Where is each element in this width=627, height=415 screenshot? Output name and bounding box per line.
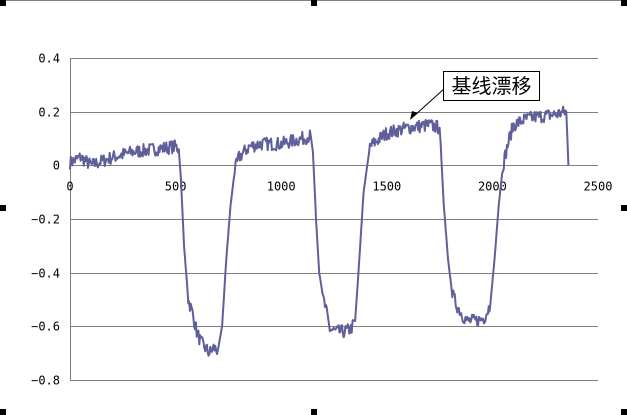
svg-text:2500: 2500 (584, 179, 613, 193)
selection-handle-top-right[interactable] (621, 0, 627, 6)
svg-text:−0.6: −0.6 (31, 320, 60, 334)
selection-handle-top-center[interactable] (311, 0, 317, 6)
selection-handle-middle-right[interactable] (621, 205, 627, 211)
svg-text:2000: 2000 (478, 179, 507, 193)
svg-text:−0.4: −0.4 (31, 267, 60, 281)
svg-text:500: 500 (165, 179, 187, 193)
annotation-callout-box[interactable]: 基线漂移 (443, 71, 540, 101)
data-line (69, 105, 570, 357)
svg-text:1000: 1000 (267, 179, 296, 193)
y-axis-labels: 0.4 0.2 0 −0.2 −0.4 −0.6 −0.8 (31, 52, 60, 388)
x-axis-labels: 0 500 1000 1500 2000 2500 (66, 179, 612, 193)
selection-handle-top-left[interactable] (0, 0, 6, 6)
selection-handle-bottom-right[interactable] (621, 409, 627, 415)
annotation-arrow (410, 87, 446, 120)
svg-text:−0.8: −0.8 (31, 374, 60, 388)
svg-text:0.2: 0.2 (38, 106, 60, 120)
svg-text:0: 0 (66, 179, 73, 193)
svg-text:1500: 1500 (372, 179, 401, 193)
selection-handle-middle-left[interactable] (0, 205, 6, 211)
selection-handle-bottom-center[interactable] (311, 409, 317, 415)
svg-text:0.4: 0.4 (38, 52, 60, 66)
svg-text:0: 0 (53, 159, 60, 173)
selection-handle-bottom-left[interactable] (0, 409, 6, 415)
gridlines (70, 58, 598, 381)
svg-text:−0.2: −0.2 (31, 213, 60, 227)
